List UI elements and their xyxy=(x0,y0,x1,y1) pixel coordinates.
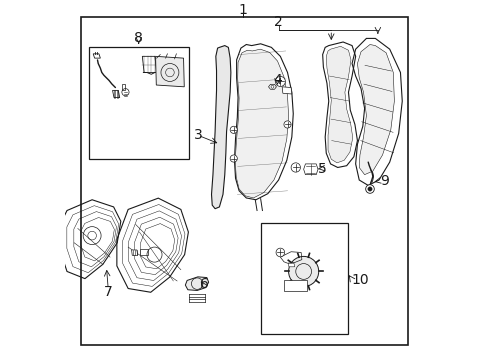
Polygon shape xyxy=(282,87,291,94)
Polygon shape xyxy=(122,84,125,90)
Text: 9: 9 xyxy=(379,174,388,188)
Circle shape xyxy=(230,126,237,134)
Polygon shape xyxy=(211,46,230,209)
Circle shape xyxy=(290,163,300,172)
Bar xyxy=(284,280,306,291)
Circle shape xyxy=(284,121,290,128)
Polygon shape xyxy=(131,250,138,255)
Text: 2: 2 xyxy=(274,15,283,29)
Circle shape xyxy=(276,248,284,257)
Circle shape xyxy=(275,76,285,86)
Circle shape xyxy=(367,187,371,191)
Text: 6: 6 xyxy=(200,277,208,291)
Polygon shape xyxy=(325,46,352,163)
Bar xyxy=(88,48,188,158)
Circle shape xyxy=(288,256,318,287)
Polygon shape xyxy=(235,49,288,198)
Polygon shape xyxy=(357,45,393,175)
Text: 5: 5 xyxy=(318,162,326,176)
Bar xyxy=(260,223,348,334)
Circle shape xyxy=(230,155,237,162)
Polygon shape xyxy=(287,263,294,267)
Text: 1: 1 xyxy=(238,3,246,17)
Text: 7: 7 xyxy=(103,285,112,299)
Text: 8: 8 xyxy=(134,31,143,45)
Text: 10: 10 xyxy=(350,274,368,287)
Polygon shape xyxy=(303,164,317,175)
Polygon shape xyxy=(268,84,276,89)
Text: 4: 4 xyxy=(273,73,281,87)
Circle shape xyxy=(365,185,373,193)
Text: 3: 3 xyxy=(193,128,202,142)
Polygon shape xyxy=(185,277,208,291)
Polygon shape xyxy=(155,56,184,87)
Bar xyxy=(140,249,147,255)
